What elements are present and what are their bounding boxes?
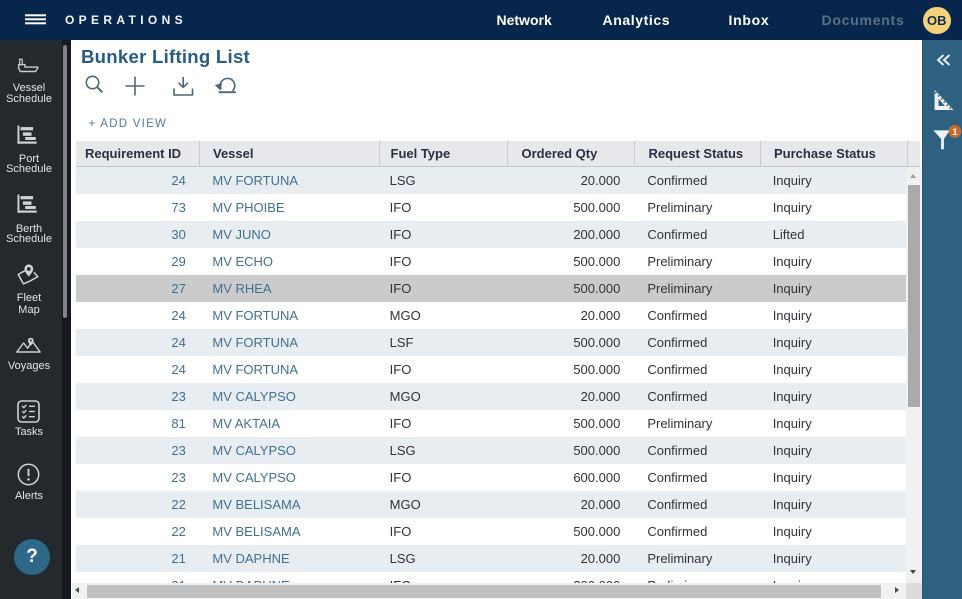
svg-text:1: 1 [952, 127, 958, 138]
